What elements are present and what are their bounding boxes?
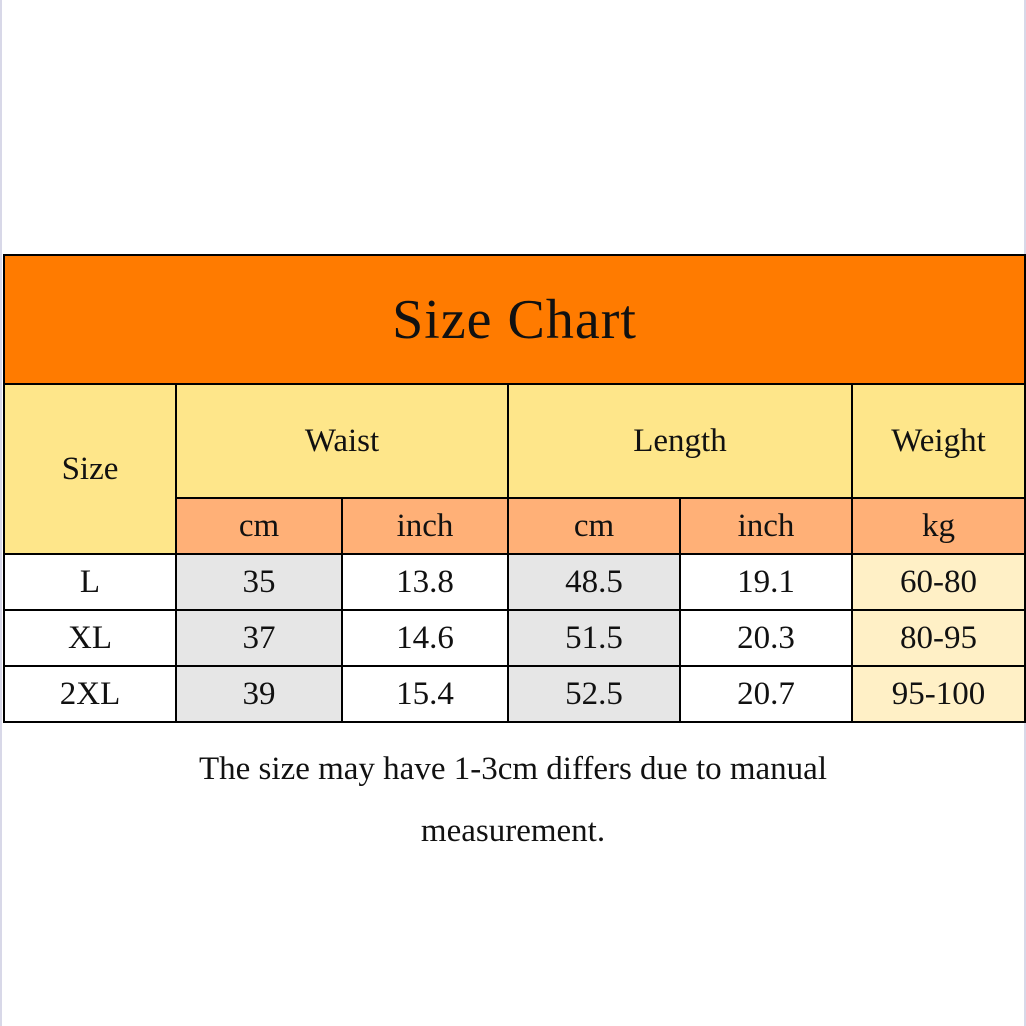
header-size: Size bbox=[3, 383, 177, 555]
cell-length-cm: 52.5 bbox=[507, 665, 681, 723]
header-weight: Weight bbox=[850, 383, 1026, 499]
measurement-note: The size may have 1-3cm differs due to m… bbox=[0, 738, 1026, 862]
cell-waist-cm: 37 bbox=[175, 609, 343, 667]
table-row: 2XL 39 15.4 52.5 20.7 95-100 bbox=[3, 665, 1026, 723]
cell-waist-inch: 14.6 bbox=[341, 609, 509, 667]
cell-size: XL bbox=[3, 609, 177, 667]
table-row: L 35 13.8 48.5 19.1 60-80 bbox=[3, 553, 1026, 611]
cell-waist-cm: 39 bbox=[175, 665, 343, 723]
unit-length-cm: cm bbox=[507, 497, 681, 555]
measurement-note-text: The size may have 1-3cm differs due to m… bbox=[199, 751, 827, 849]
cell-length-inch: 20.3 bbox=[679, 609, 853, 667]
unit-waist-inch: inch bbox=[341, 497, 509, 555]
cell-waist-cm: 35 bbox=[175, 553, 343, 611]
cell-size: 2XL bbox=[3, 665, 177, 723]
cell-length-inch: 20.7 bbox=[679, 665, 853, 723]
left-gridline bbox=[0, 0, 2, 1026]
cell-weight: 95-100 bbox=[850, 665, 1026, 723]
unit-waist-cm: cm bbox=[175, 497, 343, 555]
header-length: Length bbox=[507, 383, 853, 499]
table-row: XL 37 14.6 51.5 20.3 80-95 bbox=[3, 609, 1026, 667]
cell-waist-inch: 15.4 bbox=[341, 665, 509, 723]
size-chart-table: Size Chart Size Waist Length Weight cm i… bbox=[2, 254, 1026, 723]
header-waist: Waist bbox=[175, 383, 509, 499]
unit-length-inch: inch bbox=[679, 497, 853, 555]
cell-weight: 80-95 bbox=[850, 609, 1026, 667]
cell-size: L bbox=[3, 553, 177, 611]
cell-waist-inch: 13.8 bbox=[341, 553, 509, 611]
cell-weight: 60-80 bbox=[850, 553, 1026, 611]
cell-length-inch: 19.1 bbox=[679, 553, 853, 611]
table-title: Size Chart bbox=[2, 254, 1026, 385]
cell-length-cm: 51.5 bbox=[507, 609, 681, 667]
cell-length-cm: 48.5 bbox=[507, 553, 681, 611]
unit-weight-kg: kg bbox=[850, 497, 1026, 555]
